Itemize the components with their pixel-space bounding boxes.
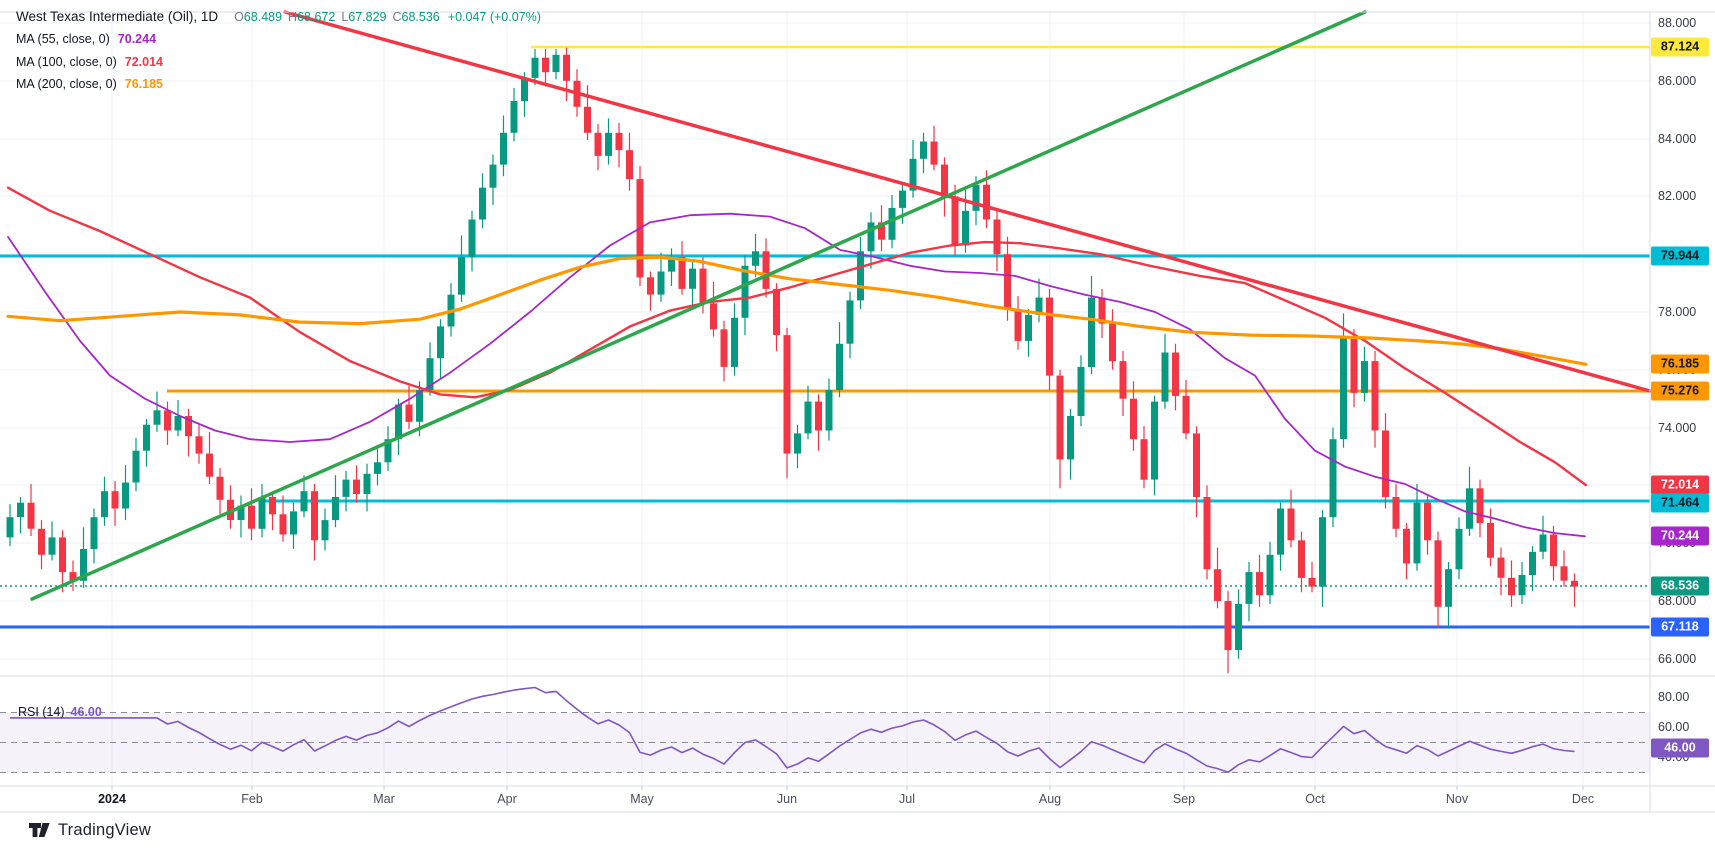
month-tick: Aug [1038,792,1062,806]
price-tick: 84.000 [1658,132,1697,146]
price-tick: 82.000 [1658,189,1697,203]
month-tick: Mar [373,792,395,806]
price-line-tag: 72.014 [1651,475,1709,495]
rsi-value-tag: 46.00 [1651,738,1709,758]
month-tick: Nov [1445,792,1469,806]
price-line-tag: 67.118 [1651,617,1709,637]
price-line-tag: 79.944 [1651,246,1709,266]
month-tick: Dec [1571,792,1595,806]
tradingview-logo-text: TradingView [58,820,151,839]
rsi-tick: 80.00 [1658,690,1690,704]
month-tick: 2024 [98,792,126,806]
tradingview-logo-icon [29,823,50,837]
month-tick: Sep [1172,792,1196,806]
price-tick: 88.000 [1658,16,1697,30]
price-tick: 86.000 [1658,74,1697,88]
price-line-tag: 87.124 [1651,37,1709,57]
price-tick: 66.000 [1658,652,1697,666]
price-line-tag: 76.185 [1651,354,1709,374]
tradingview-logo[interactable]: TradingView [28,820,151,840]
rsi-tick: 60.00 [1658,720,1690,734]
price-tick: 78.000 [1658,305,1697,319]
price-axis[interactable]: 88.00086.00084.00082.00078.00076.00074.0… [1650,12,1715,812]
month-tick: Apr [497,792,517,806]
month-tick: Feb [241,792,263,806]
month-tick: Jun [776,792,798,806]
price-tick: 68.000 [1658,594,1697,608]
price-line-tag: 70.244 [1651,526,1709,546]
month-tick: May [630,792,654,806]
price-line-tag: 75.276 [1651,381,1709,401]
time-axis[interactable]: 2024 Feb Mar Apr May Jun Jul Aug Sep Oct Nov Dec [0,786,1715,812]
month-tick: Oct [1305,792,1325,806]
price-tick: 74.000 [1658,421,1697,435]
price-line-tag: 71.464 [1651,493,1709,513]
month-tick: Jul [899,792,915,806]
price-line-tag: 68.536 [1651,576,1709,596]
